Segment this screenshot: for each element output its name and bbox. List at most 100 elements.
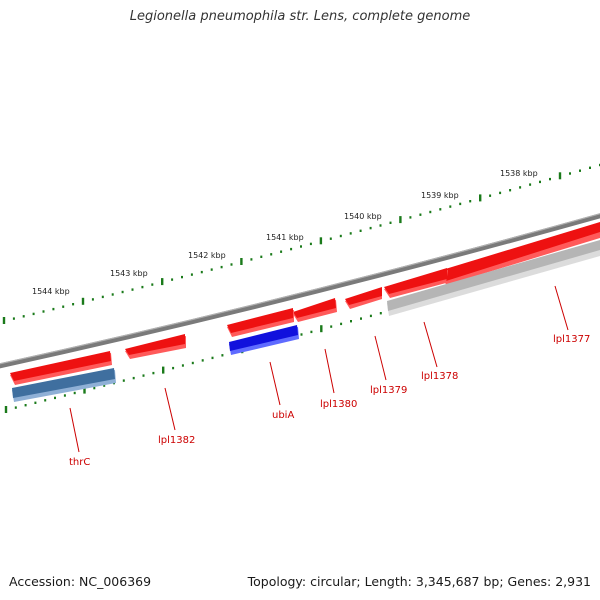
- gene-lpl1380[interactable]: [293, 298, 337, 322]
- gene-ubiA-reverse[interactable]: [229, 325, 299, 355]
- gene-lpl1377-reverse[interactable]: [387, 240, 600, 316]
- outer-ruler-tick-minor: [349, 232, 352, 235]
- outer-ruler-tick-major: [558, 172, 562, 180]
- outer-ruler-tick-minor: [539, 180, 541, 184]
- outer-ruler-ticks: [2, 163, 600, 324]
- gene-label-thrC[interactable]: thrC: [69, 457, 90, 468]
- outer-ruler-tick-minor: [449, 205, 452, 208]
- outer-ruler-tick-major: [399, 216, 402, 224]
- outer-ruler-tick-minor: [12, 317, 15, 320]
- outer-ruler-tick-minor: [459, 202, 462, 206]
- outer-ruler-tick-minor: [519, 186, 522, 189]
- outer-ruler-tick-minor: [309, 242, 312, 246]
- inner-ruler-tick-minor: [300, 333, 303, 336]
- inner-ruler-tick-minor: [340, 322, 343, 326]
- outer-ruler-tick-minor: [439, 208, 442, 211]
- outer-ruler-tick-minor: [270, 253, 273, 256]
- outer-ruler-tick-minor: [329, 237, 332, 240]
- outer-ruler-tick-minor: [42, 310, 45, 313]
- ruler-label-1543: 1543 kbp: [110, 269, 148, 278]
- inner-ruler-tick-minor: [63, 394, 66, 397]
- outer-ruler-tick-minor: [181, 275, 183, 279]
- ruler-label-1542: 1542 kbp: [188, 251, 226, 260]
- gene-thrC-reverse[interactable]: [12, 368, 116, 402]
- inner-ruler-tick-major: [162, 366, 165, 374]
- gene-label-lpl1378[interactable]: lpl1378: [421, 371, 458, 382]
- inner-ruler-tick-minor: [330, 325, 333, 328]
- inner-ruler-tick-minor: [360, 317, 362, 320]
- inner-ruler-tick-major: [320, 325, 323, 333]
- gene-label-lpl1380[interactable]: lpl1380: [320, 399, 357, 410]
- inner-ruler-tick-minor: [369, 314, 372, 318]
- outer-ruler-tick-minor: [200, 270, 203, 274]
- outer-ruler-tick-minor: [529, 183, 532, 186]
- outer-ruler-tick-minor: [220, 265, 223, 269]
- accession-text: Accession: NC_006369: [9, 574, 152, 589]
- outer-ruler-tick-minor: [389, 221, 392, 224]
- outer-ruler-tick-minor: [62, 305, 65, 308]
- inner-ruler-tick-minor: [181, 364, 184, 367]
- gene-label-lpl1382[interactable]: lpl1382: [158, 435, 195, 446]
- outer-ruler-tick-major: [2, 317, 6, 324]
- outer-ruler-tick-minor: [250, 258, 253, 261]
- map-title: Legionella pneumophila str. Lens, comple…: [129, 9, 471, 24]
- genome-backbone-highlight: [0, 213, 600, 365]
- inner-ruler-tick-minor: [103, 384, 106, 387]
- outer-ruler-tick-minor: [111, 293, 114, 296]
- outer-ruler-tick-minor: [131, 288, 134, 291]
- gene-lpl1379[interactable]: [345, 287, 382, 309]
- ruler-label-1538: 1538 kbp: [500, 169, 538, 178]
- gene-lpl1378[interactable]: [384, 268, 448, 298]
- outer-ruler-tick-minor: [121, 290, 124, 294]
- outer-ruler-tick-minor: [210, 268, 213, 271]
- inner-ruler-tick-minor: [172, 366, 175, 370]
- outer-ruler-tick-minor: [369, 226, 372, 230]
- gene-label-ubiA[interactable]: ubiA: [272, 410, 294, 421]
- outer-ruler-tick-minor: [190, 273, 193, 276]
- gene-thrC-forward-segment[interactable]: [10, 351, 112, 385]
- gene-lpl1377[interactable]: [442, 222, 600, 285]
- ruler-label-1544: 1544 kbp: [32, 287, 70, 296]
- outer-ruler-tick-minor: [379, 224, 382, 227]
- outer-ruler-tick-minor: [589, 166, 591, 169]
- outer-ruler-tick-minor: [469, 200, 472, 203]
- outer-ruler-tick-minor: [429, 210, 432, 214]
- outer-ruler-tick-minor: [52, 307, 55, 311]
- inner-ruler-tick-minor: [93, 386, 96, 390]
- inner-ruler-tick-minor: [211, 356, 214, 360]
- gene-ubiA-forward-segment[interactable]: [227, 308, 294, 337]
- inner-ruler-tick-minor: [201, 359, 204, 362]
- ruler-label-1539: 1539 kbp: [421, 191, 459, 200]
- inner-ruler-tick-minor: [152, 371, 155, 375]
- ruler-label-1541: 1541 kbp: [266, 233, 304, 242]
- outer-ruler-tick-major: [81, 297, 85, 305]
- inner-ruler-tick-minor: [73, 391, 76, 395]
- outer-ruler-tick-minor: [569, 172, 571, 175]
- inner-ruler-tick-minor: [379, 312, 382, 315]
- outer-ruler-tick-minor: [141, 285, 144, 289]
- gene-label-lpl1379[interactable]: lpl1379: [370, 385, 407, 396]
- leader-lines: [69, 285, 569, 453]
- outer-ruler-tick-minor: [290, 247, 293, 251]
- inner-ruler-tick-minor: [221, 354, 224, 357]
- outer-ruler-tick-minor: [489, 194, 492, 197]
- outer-ruler-tick-minor: [22, 315, 25, 318]
- outer-ruler-tick-minor: [499, 191, 502, 195]
- outer-ruler-tick-minor: [549, 177, 551, 181]
- outer-ruler-tick-minor: [72, 303, 75, 306]
- outer-ruler-tick-minor: [91, 298, 94, 301]
- outer-ruler-tick-minor: [230, 263, 233, 266]
- outer-ruler-tick-major: [240, 258, 243, 265]
- outer-ruler-tick-minor: [579, 169, 581, 172]
- gene-label-lpl1377[interactable]: lpl1377: [553, 334, 590, 345]
- inner-ruler-tick-minor: [54, 396, 56, 400]
- inner-ruler-tick-minor: [132, 376, 135, 380]
- genome-backbone: [0, 213, 600, 369]
- outer-ruler-tick-minor: [409, 216, 412, 219]
- gene-lpl1382[interactable]: [125, 334, 186, 359]
- outer-ruler-tick-major: [319, 237, 323, 245]
- outer-ruler-tick-minor: [260, 255, 263, 258]
- ruler-label-1540: 1540 kbp: [344, 212, 382, 221]
- outer-ruler-tick-minor: [419, 213, 422, 216]
- inner-ruler-tick-minor: [142, 374, 145, 377]
